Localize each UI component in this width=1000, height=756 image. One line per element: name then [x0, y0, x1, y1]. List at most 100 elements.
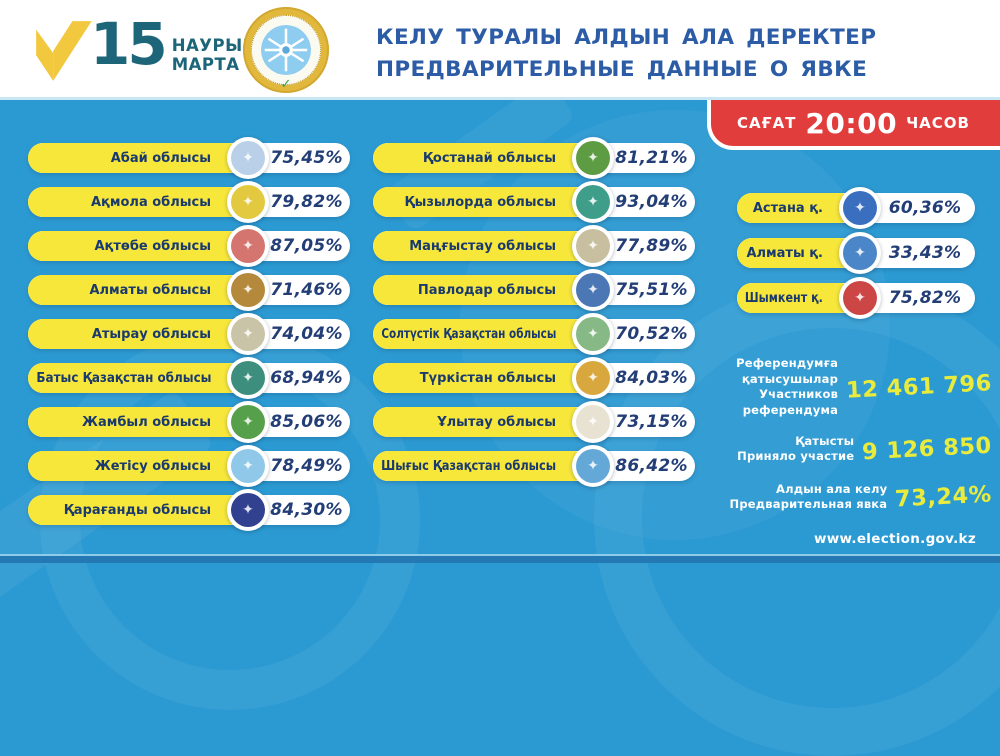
cec-emblem-icon: ✓ [243, 7, 329, 93]
region-emblem-icon [227, 181, 269, 223]
region-name-pill: Солтүстік Қазақстан облысы [373, 319, 588, 349]
region-name: Ақтөбе облысы [94, 238, 211, 254]
region-row: Атырау облысы 74,04% [28, 313, 350, 355]
region-row: Ұлытау облысы 73,15% [373, 401, 695, 443]
region-row: Шымкент қ. 75,82% [737, 277, 975, 319]
region-name: Алматы облысы [89, 282, 211, 298]
stat-label-ru: Участников референдума [742, 387, 839, 417]
cec-emblem-center [261, 25, 311, 75]
title-ru: ПРЕДВАРИТЕЛЬНЫЕ ДАННЫЕ О ЯВКЕ [376, 57, 868, 83]
time-badge-prefix: САҒАТ [736, 114, 797, 132]
stat-value: 73,24% [894, 481, 993, 513]
region-name-pill: Павлодар облысы [373, 275, 588, 305]
region-turnout-value: 84,03% [615, 368, 688, 388]
region-row: Астана қ. 60,36% [737, 187, 975, 229]
region-row: Алматы қ. 33,43% [737, 232, 975, 274]
stat-label-kk: Қатысты [795, 433, 855, 448]
region-emblem-icon [572, 269, 614, 311]
stat-row: Референдумға қатысушылар Участников рефе… [700, 356, 993, 418]
region-name: Қарағанды облысы [63, 502, 211, 518]
region-row: Ақмола облысы 79,82% [28, 181, 350, 223]
region-emblem-icon [572, 181, 614, 223]
regions-column-left: Абай облысы 75,45% Ақмола облысы 79,82% … [28, 137, 350, 531]
region-name-pill: Батыс Қазақстан облысы [28, 363, 243, 393]
region-turnout-value: 78,49% [270, 456, 343, 476]
region-row: Абай облысы 75,45% [28, 137, 350, 179]
region-turnout-value: 87,05% [270, 236, 343, 256]
region-turnout-value: 74,04% [270, 324, 343, 344]
region-emblem-icon [572, 313, 614, 355]
region-name: Алматы қ. [746, 245, 823, 261]
stats-panel: Референдумға қатысушылар Участников рефе… [700, 356, 993, 514]
region-row: Жамбыл облысы 85,06% [28, 401, 350, 443]
region-turnout-value: 75,82% [888, 288, 962, 308]
region-row: Ақтөбе облысы 87,05% [28, 225, 350, 267]
cities-column: Астана қ. 60,36% Алматы қ. 33,43% Шымкен… [737, 187, 975, 319]
time-badge: САҒАТ 20:00 ЧАСОВ [706, 100, 1000, 150]
region-emblem-icon [572, 357, 614, 399]
region-turnout-value: 84,30% [270, 500, 343, 520]
region-turnout-value: 33,43% [888, 243, 962, 263]
region-name-pill: Алматы қ. [737, 238, 855, 268]
stat-label-ru: Предварительная явка [729, 497, 888, 512]
region-name-pill: Жетісу облысы [28, 451, 243, 481]
region-row: Қостанай облысы 81,21% [373, 137, 695, 179]
region-turnout-value: 86,42% [615, 456, 688, 476]
stat-label-kk: Референдумға қатысушылар [736, 356, 839, 386]
region-name-pill: Қарағанды облысы [28, 495, 243, 525]
region-turnout-value: 68,94% [270, 368, 343, 388]
region-row: Солтүстік Қазақстан облысы 70,52% [373, 313, 695, 355]
stat-value: 12 461 796 [845, 370, 993, 404]
time-badge-suffix: ЧАСОВ [906, 114, 970, 132]
region-turnout-value: 85,06% [270, 412, 343, 432]
region-turnout-value: 60,36% [888, 198, 962, 218]
region-emblem-icon [227, 445, 269, 487]
regions-column-middle: Қостанай облысы 81,21% Қызылорда облысы … [373, 137, 695, 487]
website-url: www.election.gov.kz [813, 531, 976, 547]
region-row: Павлодар облысы 75,51% [373, 269, 695, 311]
title-kk: КЕЛУ ТУРАЛЫ АЛДЫН АЛА ДЕРЕКТЕР [376, 25, 877, 50]
logo-number: 15 [90, 10, 168, 78]
region-row: Шығыс Қазақстан облысы 86,42% [373, 445, 695, 487]
header: 15 НАУРЫЗ МАРТА ✓ КЕЛУ ТУРАЛЫ АЛДЫН АЛА [0, 0, 1000, 100]
region-row: Қарағанды облысы 84,30% [28, 489, 350, 531]
region-turnout-value: 70,52% [615, 324, 688, 344]
region-emblem-icon [227, 225, 269, 267]
stat-value: 9 126 850 [861, 432, 993, 466]
region-name-pill: Түркістан облысы [373, 363, 588, 393]
region-turnout-value: 77,89% [615, 236, 688, 256]
region-name-pill: Жамбыл облысы [28, 407, 243, 437]
region-name-pill: Шығыс Қазақстан облысы [373, 451, 588, 481]
region-turnout-value: 73,15% [615, 412, 688, 432]
region-name: Қызылорда облысы [404, 194, 556, 210]
region-turnout-value: 71,46% [270, 280, 343, 300]
region-name: Шымкент қ. [745, 290, 823, 306]
region-name: Павлодар облысы [417, 282, 556, 298]
region-emblem-icon [227, 489, 269, 531]
region-name-pill: Қызылорда облысы [373, 187, 588, 217]
region-emblem-icon [227, 313, 269, 355]
region-name-pill: Атырау облысы [28, 319, 243, 349]
region-name: Қостанай облысы [422, 150, 556, 166]
region-emblem-icon [839, 277, 881, 319]
region-name: Ұлытау облысы [437, 414, 556, 430]
region-turnout-value: 75,45% [270, 148, 343, 168]
time-value: 20:00 [805, 106, 898, 140]
region-name: Атырау облысы [91, 326, 211, 342]
shanyrak-icon [261, 25, 311, 75]
region-emblem-icon [572, 401, 614, 443]
region-row: Қызылорда облысы 93,04% [373, 181, 695, 223]
region-turnout-value: 79,82% [270, 192, 343, 212]
region-row: Маңғыстау облысы 77,89% [373, 225, 695, 267]
stat-label-ru: Приняло участие [737, 449, 855, 464]
region-name-pill: Алматы облысы [28, 275, 243, 305]
logo-month-ru: МАРТА [171, 54, 240, 74]
region-name: Солтүстік Қазақстан облысы [381, 326, 556, 342]
region-row: Жетісу облысы 78,49% [28, 445, 350, 487]
region-emblem-icon [572, 445, 614, 487]
region-name: Жетісу облысы [94, 458, 211, 474]
region-name: Батыс Қазақстан облысы [35, 370, 211, 386]
region-name-pill: Шымкент қ. [737, 283, 855, 313]
region-turnout-value: 93,04% [615, 192, 688, 212]
region-emblem-icon [227, 401, 269, 443]
